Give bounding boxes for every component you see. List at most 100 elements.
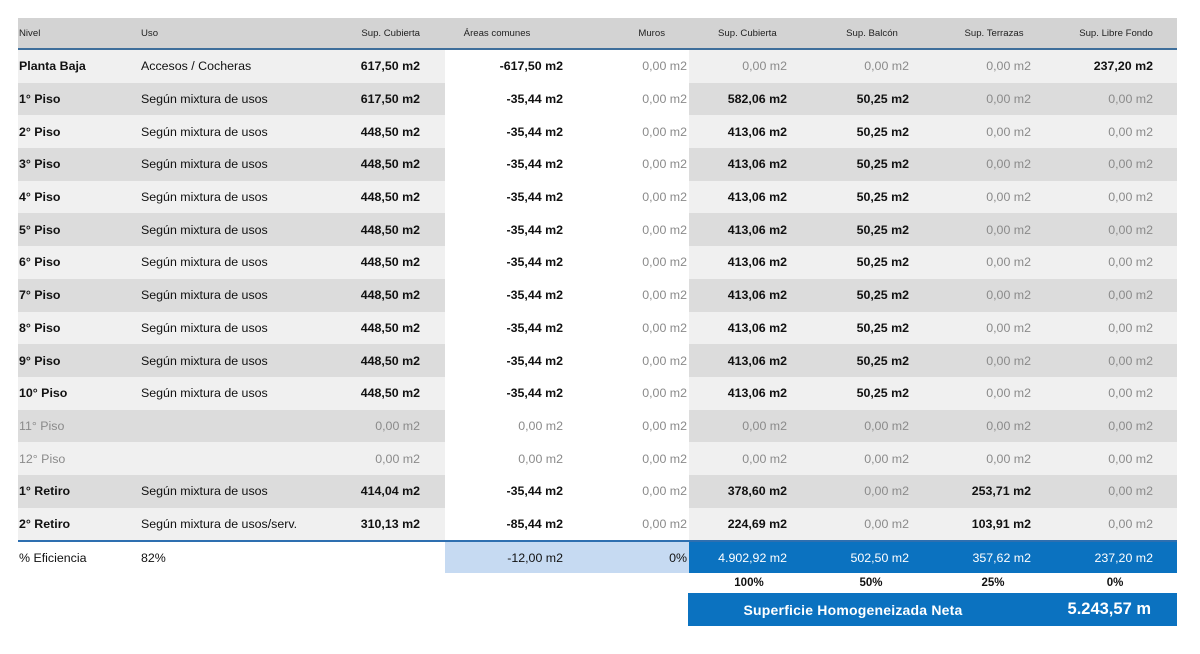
header-row: Nivel Uso Sup. Cubierta Áreas comunes Mu… [18, 18, 1177, 50]
nivel-cell: 6° Piso [18, 246, 141, 279]
terrazas-cell: 103,91 m2 [933, 507, 1055, 541]
terrazas-cell: 0,00 m2 [933, 50, 1055, 83]
terrazas-cell: 0,00 m2 [933, 115, 1055, 149]
sup-cubierta-homog-cell: 413,06 m2 [689, 311, 811, 345]
nivel-cell: 2° Retiro [18, 507, 141, 541]
muros-cell: 0,00 m2 [567, 115, 689, 149]
libre-fondo-cell: 0,00 m2 [1055, 180, 1177, 214]
table-row: 11° Piso 0,00 m2 0,00 m2 0,00 m2 0,00 m2 0,00… [18, 409, 1177, 443]
sup-cubierta-homog-cell: 413,06 m2 [689, 246, 811, 279]
coef-sup-cubierta: 100% [734, 577, 764, 590]
header-sup-libre-fondo: Sup. Libre Fondo [1079, 27, 1153, 39]
muros-cell: 0,00 m2 [567, 148, 689, 181]
header-muros: Muros [638, 27, 665, 39]
uso-cell: Según mixtura de usos [141, 213, 322, 247]
uso-cell: Según mixtura de usos [141, 82, 322, 116]
uso-cell: Según mixtura de usos [141, 376, 322, 410]
total-balcon: 502,50 m2 [811, 542, 933, 574]
sup-cubierta-homog-cell: 413,06 m2 [689, 344, 811, 377]
uso-cell: Según mixtura de usos/serv. [141, 507, 322, 541]
muros-cell: 0,00 m2 [567, 311, 689, 345]
muros-cell: 0,00 m2 [567, 507, 689, 541]
terrazas-cell: 0,00 m2 [933, 376, 1055, 410]
libre-fondo-cell: 0,00 m2 [1055, 246, 1177, 279]
terrazas-cell: 0,00 m2 [933, 180, 1055, 214]
libre-fondo-cell: 0,00 m2 [1055, 148, 1177, 181]
balcon-cell: 50,25 m2 [811, 115, 933, 149]
balcon-cell: 0,00 m2 [811, 507, 933, 541]
sup-cubierta-homog-cell: 413,06 m2 [689, 213, 811, 247]
table-row: 6° Piso Según mixtura de usos 448,50 m2 -35… [18, 246, 1177, 279]
areas-comunes-cell: -35,44 m2 [445, 82, 567, 116]
terrazas-cell: 0,00 m2 [933, 442, 1055, 475]
uso-cell: Según mixtura de usos [141, 115, 322, 149]
areas-comunes-cell: -35,44 m2 [445, 278, 567, 312]
eficiencia-areas-comunes: -12,00 m2 [445, 542, 567, 574]
terrazas-cell: 0,00 m2 [933, 213, 1055, 247]
coef-terrazas: 25% [981, 577, 1005, 590]
balcon-cell: 0,00 m2 [811, 474, 933, 508]
areas-comunes-cell: -35,44 m2 [445, 115, 567, 149]
muros-cell: 0,00 m2 [567, 246, 689, 279]
balcon-cell: 50,25 m2 [811, 213, 933, 247]
libre-fondo-cell: 0,00 m2 [1055, 311, 1177, 345]
eficiencia-row: % Eficiencia 82% -12,00 m2 0% 4.902,92 m… [18, 540, 1177, 574]
terrazas-cell: 0,00 m2 [933, 311, 1055, 345]
superficie-homogeneizada-box: Superficie Homogeneizada Neta 5.243,57 m [688, 593, 1177, 626]
table-row: 3° Piso Según mixtura de usos 448,50 m2 -35… [18, 148, 1177, 181]
total-value: 5.243,57 m [1067, 600, 1151, 618]
superficies-table: Nivel Uso Sup. Cubierta Áreas comunes Mu… [18, 18, 1177, 593]
areas-comunes-cell: 0,00 m2 [445, 409, 567, 443]
muros-cell: 0,00 m2 [567, 442, 689, 475]
libre-fondo-cell: 0,00 m2 [1055, 213, 1177, 247]
table-row: 8° Piso Según mixtura de usos 448,50 m2 -35… [18, 311, 1177, 345]
libre-fondo-cell: 0,00 m2 [1055, 115, 1177, 149]
sup-cubierta-cell: 448,50 m2 [322, 148, 445, 181]
sup-cubierta-cell: 448,50 m2 [322, 246, 445, 279]
areas-comunes-cell: -35,44 m2 [445, 311, 567, 345]
balcon-cell: 50,25 m2 [811, 148, 933, 181]
sup-cubierta-cell: 448,50 m2 [322, 213, 445, 247]
nivel-cell: 2° Piso [18, 115, 141, 149]
table-row: 2° Retiro Según mixtura de usos/serv. 310,… [18, 507, 1177, 541]
balcon-cell: 0,00 m2 [811, 50, 933, 83]
nivel-cell: 8° Piso [18, 311, 141, 345]
muros-cell: 0,00 m2 [567, 376, 689, 410]
uso-cell: Según mixtura de usos [141, 180, 322, 214]
header-sup-cubierta-homog: Sup. Cubierta [718, 27, 777, 39]
balcon-cell: 50,25 m2 [811, 246, 933, 279]
header-sup-balcon: Sup. Balcón [846, 27, 898, 39]
balcon-cell: 50,25 m2 [811, 278, 933, 312]
sup-cubierta-cell: 448,50 m2 [322, 344, 445, 377]
terrazas-cell: 0,00 m2 [933, 82, 1055, 116]
nivel-cell: 1° Piso [18, 82, 141, 116]
muros-cell: 0,00 m2 [567, 213, 689, 247]
muros-cell: 0,00 m2 [567, 82, 689, 116]
eficiencia-empty [322, 542, 445, 573]
uso-cell: Según mixtura de usos [141, 246, 322, 279]
sup-cubierta-cell: 448,50 m2 [322, 311, 445, 345]
muros-cell: 0,00 m2 [567, 278, 689, 312]
table-row: 7° Piso Según mixtura de usos 448,50 m2 -35… [18, 278, 1177, 312]
nivel-cell: 5° Piso [18, 213, 141, 247]
table-body: Planta Baja Accesos / Cocheras 617,50 m2 -6… [18, 50, 1177, 541]
table-row: 1° Retiro Según mixtura de usos 414,04 m2-… [18, 474, 1177, 508]
libre-fondo-cell: 0,00 m2 [1055, 409, 1177, 443]
sup-cubierta-cell: 448,50 m2 [322, 180, 445, 214]
table-row: 1° Piso Según mixtura de usos 617,50 m2 -35… [18, 82, 1177, 116]
terrazas-cell: 0,00 m2 [933, 344, 1055, 377]
sup-cubierta-homog-cell: 224,69 m2 [689, 507, 811, 541]
table-row: 4° Piso Según mixtura de usos 448,50 m2 -35… [18, 180, 1177, 214]
coeficientes-row: 100% 50% 25% 0% [18, 573, 1177, 593]
libre-fondo-cell: 0,00 m2 [1055, 278, 1177, 312]
sup-cubierta-cell: 617,50 m2 [322, 50, 445, 83]
nivel-cell: 11° Piso [18, 409, 141, 443]
libre-fondo-cell: 0,00 m2 [1055, 474, 1177, 508]
balcon-cell: 50,25 m2 [811, 82, 933, 116]
sup-cubierta-homog-cell: 0,00 m2 [689, 409, 811, 443]
uso-cell: Según mixtura de usos [141, 474, 322, 508]
areas-comunes-cell: 0,00 m2 [445, 442, 567, 475]
coef-balcon: 50% [859, 577, 883, 590]
nivel-cell: 4° Piso [18, 180, 141, 214]
uso-cell: Según mixtura de usos [141, 278, 322, 312]
